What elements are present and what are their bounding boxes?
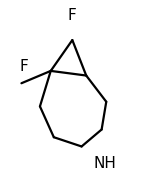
Text: NH: NH bbox=[94, 156, 117, 171]
Text: F: F bbox=[68, 8, 77, 23]
Text: F: F bbox=[20, 59, 29, 74]
